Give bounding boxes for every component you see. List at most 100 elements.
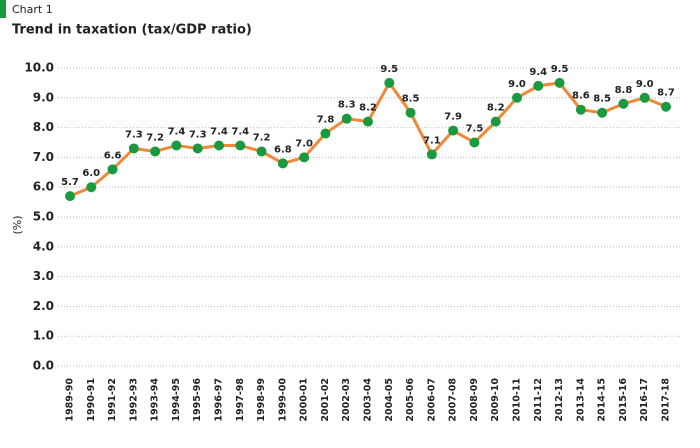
- marker: [341, 113, 352, 124]
- marker: [405, 107, 416, 118]
- y-tick-label: 2.0: [33, 299, 54, 313]
- x-tick-label: 2017-18: [661, 378, 672, 422]
- data-label: 7.2: [253, 132, 271, 143]
- marker: [363, 116, 373, 127]
- y-tick-label: 3.0: [33, 269, 54, 283]
- marker: [639, 92, 650, 103]
- y-tick-label: 5.0: [33, 210, 54, 224]
- marker: [533, 80, 544, 91]
- data-label: 7.0: [295, 138, 313, 149]
- x-tick-label: 1993-94: [150, 378, 161, 422]
- data-label: 9.5: [380, 64, 398, 75]
- marker: [171, 140, 182, 151]
- marker: [256, 146, 267, 157]
- data-label: 7.4: [210, 126, 228, 137]
- marker: [469, 137, 480, 148]
- data-label: 7.3: [189, 129, 207, 140]
- marker: [554, 77, 565, 88]
- data-label: 7.4: [231, 126, 249, 137]
- chart-title: Trend in taxation (tax/GDP ratio): [12, 23, 252, 38]
- y-tick-label: 7.0: [33, 150, 54, 164]
- data-label: 8.5: [593, 94, 611, 105]
- x-tick-label: 2008-09: [469, 378, 480, 422]
- data-label: 8.2: [487, 103, 505, 114]
- marker: [277, 158, 288, 169]
- x-tick-label: 2006-07: [426, 378, 437, 422]
- x-tick-label: 1994-95: [171, 378, 182, 422]
- x-tick-label: 2012-13: [554, 378, 565, 422]
- x-tick-label: 1998-99: [256, 378, 267, 422]
- data-label: 7.2: [146, 132, 164, 143]
- data-label: 7.5: [466, 124, 484, 135]
- x-tick-label: 1989-90: [65, 378, 76, 422]
- y-tick-label: 1.0: [33, 329, 54, 343]
- marker: [235, 140, 246, 151]
- x-tick-label: 1992-93: [128, 378, 139, 422]
- y-tick-label: 10.0: [24, 61, 54, 75]
- marker: [299, 152, 310, 163]
- marker: [426, 149, 437, 160]
- x-tick-label: 2014-15: [597, 378, 608, 422]
- y-tick-label: 6.0: [33, 180, 54, 194]
- accent-bar: [0, 0, 6, 18]
- y-tick-label: 0.0: [33, 359, 54, 373]
- data-label: 7.9: [444, 112, 462, 123]
- data-label: 8.5: [402, 94, 420, 105]
- marker: [320, 128, 331, 139]
- marker: [150, 146, 161, 157]
- y-axis-label: (%): [11, 215, 24, 234]
- marker: [597, 107, 608, 118]
- x-tick-label: 2007-08: [448, 378, 459, 422]
- data-label: 6.6: [104, 150, 122, 161]
- x-tick-label: 1991-92: [107, 378, 118, 422]
- x-tick-label: 1995-96: [192, 378, 203, 422]
- x-tick-label: 2005-06: [405, 378, 416, 422]
- y-tick-label: 4.0: [33, 239, 54, 253]
- marker: [192, 143, 203, 154]
- data-label: 7.4: [168, 126, 186, 137]
- marker: [575, 104, 586, 115]
- x-tick-label: 2013-14: [575, 378, 586, 422]
- x-tick-label: 2015-16: [618, 378, 629, 422]
- chart-label: Chart 1: [12, 3, 53, 16]
- marker: [86, 182, 97, 193]
- data-label: 8.2: [359, 103, 377, 114]
- data-label: 6.8: [274, 144, 292, 155]
- marker: [490, 116, 501, 127]
- data-label: 9.0: [508, 79, 526, 90]
- marker: [107, 164, 118, 175]
- x-tick-label: 2009-10: [490, 378, 501, 422]
- marker: [448, 125, 459, 136]
- data-label: 8.7: [657, 88, 675, 99]
- data-label: 7.3: [125, 129, 143, 140]
- data-label: 8.3: [338, 100, 356, 111]
- marker: [661, 101, 671, 112]
- x-tick-label: 2004-05: [384, 378, 395, 422]
- x-tick-label: 2001-02: [320, 378, 331, 422]
- x-tick-label: 2003-04: [363, 378, 374, 422]
- data-label: 9.4: [529, 67, 547, 78]
- x-tick-label: 2011-12: [533, 378, 544, 422]
- x-tick-label: 1990-91: [86, 378, 97, 422]
- data-label: 5.7: [61, 177, 79, 188]
- y-tick-label: 9.0: [33, 90, 54, 104]
- marker: [618, 98, 629, 109]
- data-label: 8.8: [615, 85, 633, 96]
- data-label: 6.0: [82, 168, 100, 179]
- y-tick-label: 8.0: [33, 120, 54, 134]
- x-tick-label: 1996-97: [214, 378, 225, 422]
- x-tick-label: 2016-17: [639, 378, 650, 422]
- x-tick-label: 2000-01: [299, 378, 310, 422]
- marker: [512, 92, 522, 103]
- data-label: 7.1: [423, 135, 441, 146]
- marker: [214, 140, 224, 151]
- x-tick-label: 2010-11: [512, 378, 523, 422]
- x-tick-label: 1999-00: [277, 378, 288, 422]
- marker: [65, 191, 75, 202]
- x-tick-label: 2002-03: [341, 378, 352, 422]
- marker: [384, 77, 395, 88]
- data-label: 7.8: [317, 115, 335, 126]
- x-tick-label: 1997-98: [235, 378, 246, 422]
- data-label: 9.0: [636, 79, 654, 90]
